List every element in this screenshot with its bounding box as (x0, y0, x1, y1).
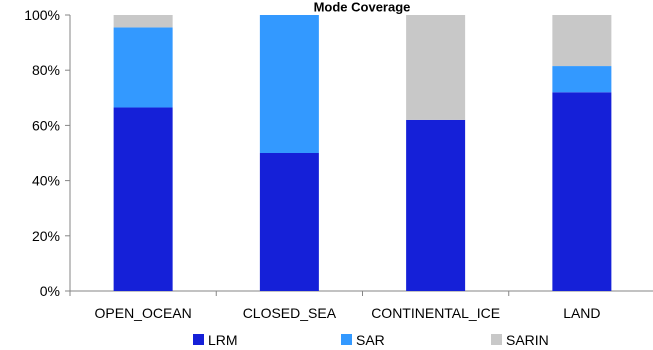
bar-segment-lrm (259, 153, 319, 291)
legend: LRM SAR SARIN (193, 332, 549, 348)
bar-segment-lrm (113, 107, 173, 292)
x-tick-label: LAND (563, 305, 600, 321)
x-axis: OPEN_OCEAN CLOSED_SEA CONTINENTAL_ICE LAND (69, 290, 653, 321)
legend-swatch-sarin (491, 334, 502, 345)
y-tick-label: 80% (32, 62, 60, 78)
bar-segment-sarin (552, 15, 612, 67)
bar-segment-sarin (113, 15, 173, 28)
legend-swatch-lrm (193, 334, 204, 345)
legend-swatch-sar (341, 334, 352, 345)
y-axis: 0% 20% 40% 60% 80% 100% (24, 7, 71, 299)
legend-label-sarin: SARIN (506, 332, 549, 348)
x-tick-label: OPEN_OCEAN (95, 305, 192, 321)
bar-segment-lrm (406, 119, 466, 291)
bar-segment-lrm (552, 92, 612, 291)
y-tick-label: 0% (40, 283, 60, 299)
x-tick-label: CONTINENTAL_ICE (371, 305, 500, 321)
legend-label-sar: SAR (356, 332, 385, 348)
legend-label-lrm: LRM (208, 332, 238, 348)
y-tick-label: 40% (32, 173, 60, 189)
x-tick-label: CLOSED_SEA (243, 305, 337, 321)
chart-title: Mode Coverage (314, 0, 411, 15)
y-tick-label: 100% (24, 7, 60, 23)
y-tick-label: 60% (32, 117, 60, 133)
bar-segment-sar (113, 27, 173, 108)
y-tick-label: 20% (32, 228, 60, 244)
bars (113, 15, 612, 292)
bar-segment-sarin (406, 15, 466, 120)
bar-segment-sar (259, 15, 319, 153)
bar-segment-sar (552, 66, 612, 93)
